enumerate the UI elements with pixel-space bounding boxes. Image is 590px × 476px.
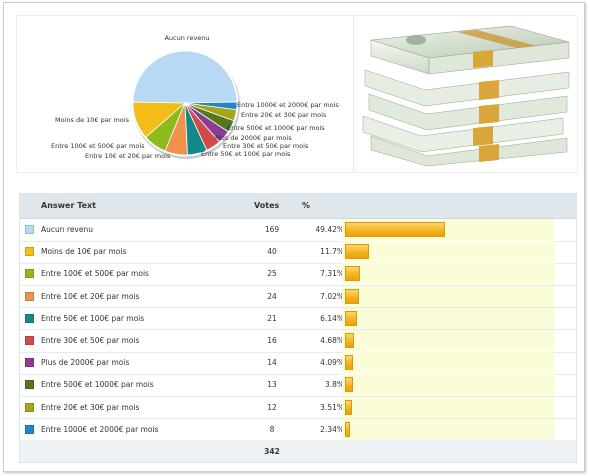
answer-label: Entre 100€ et 500€ par mois [41,269,149,279]
vote-count: 24 [267,291,277,301]
bar-track [342,418,554,440]
answer-label: Entre 500€ et 1000€ par mois [41,380,154,390]
header-percent: % [302,201,311,210]
vote-bar [345,288,360,304]
vote-bar [345,222,445,237]
vote-percent: 4.68% [320,336,344,345]
vote-count: 8 [269,424,275,434]
answer-label: Entre 1000€ et 2000€ par mois [41,424,159,434]
pie-slice-label: Entre 20€ et 30€ par mois [241,111,327,119]
vote-percent: 7.02% [320,291,344,301]
vote-bar [345,355,354,371]
table-row: Entre 30€ et 50€ par mois 16 4.68% [20,330,576,353]
table-row: Aucun revenu 169 49.42% [20,219,576,242]
header-votes: Votes [254,201,280,210]
color-swatch [25,424,34,434]
panel-divider [353,16,354,172]
color-swatch [25,380,34,390]
vote-bar [345,421,350,437]
color-swatch [25,247,34,257]
bar-track [342,352,554,374]
vote-percent: 2.34% [320,424,344,434]
vote-percent: 11.7% [320,247,344,257]
vote-bar [345,377,353,393]
pie-slice-label: Moins de 10€ par mois [55,116,129,124]
answer-label: Entre 20€ et 30€ par mois [41,402,140,412]
bar-track [342,330,554,351]
vote-count: 12 [267,402,277,412]
bar-track [342,263,554,285]
vote-bar [345,266,360,282]
pie-slice-label: Aucun revenu [164,34,210,42]
screenshot-frame: Aucun revenu Moins de 10€ par mois Entre 1… [3,2,585,472]
vote-percent: 6.14% [320,313,344,323]
table-footer: 342 [20,440,576,462]
bar-track [342,396,554,418]
table-row: Entre 20€ et 30€ par mois 12 3.51% [20,396,576,420]
table-row: Entre 1000€ et 2000€ par mois 8 2.34% [20,418,576,442]
vote-count: 21 [267,313,277,323]
table-row: Entre 100€ et 500€ par mois 25 7.31% [20,263,576,286]
vote-percent: 7.31% [320,269,344,279]
vote-percent: 49.42% [315,225,344,234]
table-row: Moins de 10€ par mois 40 11.7% [20,241,576,264]
table-row: Entre 10€ et 20€ par mois 24 7.02% [20,285,576,309]
answer-label: Moins de 10€ par mois [41,247,127,257]
header-answer-text: Answer Text [41,201,96,210]
color-swatch [25,358,34,368]
vote-percent: 3.8% [324,380,344,390]
pie-slice-label: Entre 50€ et 100€ par mois [201,150,291,158]
pie-slice-label: Entre 500€ et 1000€ par mois [227,124,325,132]
bar-track [342,374,554,396]
vote-bar [345,244,369,260]
pie-slice-label: Entre 100€ et 500€ par mois [51,142,145,150]
vote-count: 40 [267,247,277,257]
color-swatch [25,336,34,345]
vote-percent: 3.51% [320,402,344,412]
table-row: Entre 50€ et 100€ par mois 21 6.14% [20,307,576,331]
pie-slice-label: Entre 10€ et 20€ par mois [85,152,171,160]
vote-count: 13 [267,380,277,390]
pie-slice [184,101,238,111]
table-row: Plus de 2000€ par mois 14 4.09% [20,352,576,375]
answer-label: Entre 10€ et 20€ par mois [41,291,140,301]
vote-bar [345,310,358,326]
color-swatch [25,402,34,412]
pie-slice-label: Plus de 2000€ par mois [215,134,292,142]
vote-count: 16 [267,336,277,345]
answer-label: Entre 30€ et 50€ par mois [41,336,140,345]
total-votes: 342 [264,447,280,456]
pie-slice-label: Entre 1000€ et 2000€ par mois [237,101,339,109]
answer-label: Entre 50€ et 100€ par mois [41,313,145,323]
table-header: Answer Text Votes % [20,194,576,219]
bar-track [342,307,554,329]
color-swatch [25,313,34,323]
bar-track [342,285,554,307]
vote-count: 25 [267,269,277,279]
vote-bar [345,333,355,348]
vote-count: 14 [267,358,277,368]
table-row: Entre 500€ et 1000€ par mois 13 3.8% [20,374,576,397]
pie-chart-svg [131,49,240,159]
color-swatch [25,269,34,279]
vote-bar [345,399,353,415]
answer-label: Aucun revenu [41,225,93,234]
color-swatch [25,291,34,301]
bundle-top [370,25,570,75]
answer-label: Plus de 2000€ par mois [41,358,130,368]
bundle-stack [362,69,570,167]
vote-count: 169 [264,225,280,234]
money-stack-image [361,22,573,168]
pie-slice [132,50,238,104]
vote-percent: 4.09% [320,358,344,368]
bar-track [342,219,554,240]
pie-slice-label: Entre 30€ et 50€ par mois [223,142,309,150]
results-table: Answer Text Votes % Aucun revenu 169 49.42… [19,193,577,463]
poll-results-visual: Aucun revenu Moins de 10€ par mois Entre 1… [16,15,578,173]
color-swatch [25,225,34,234]
bar-track [342,241,554,263]
pie-chart: Aucun revenu Moins de 10€ par mois Entre 1… [17,16,353,172]
